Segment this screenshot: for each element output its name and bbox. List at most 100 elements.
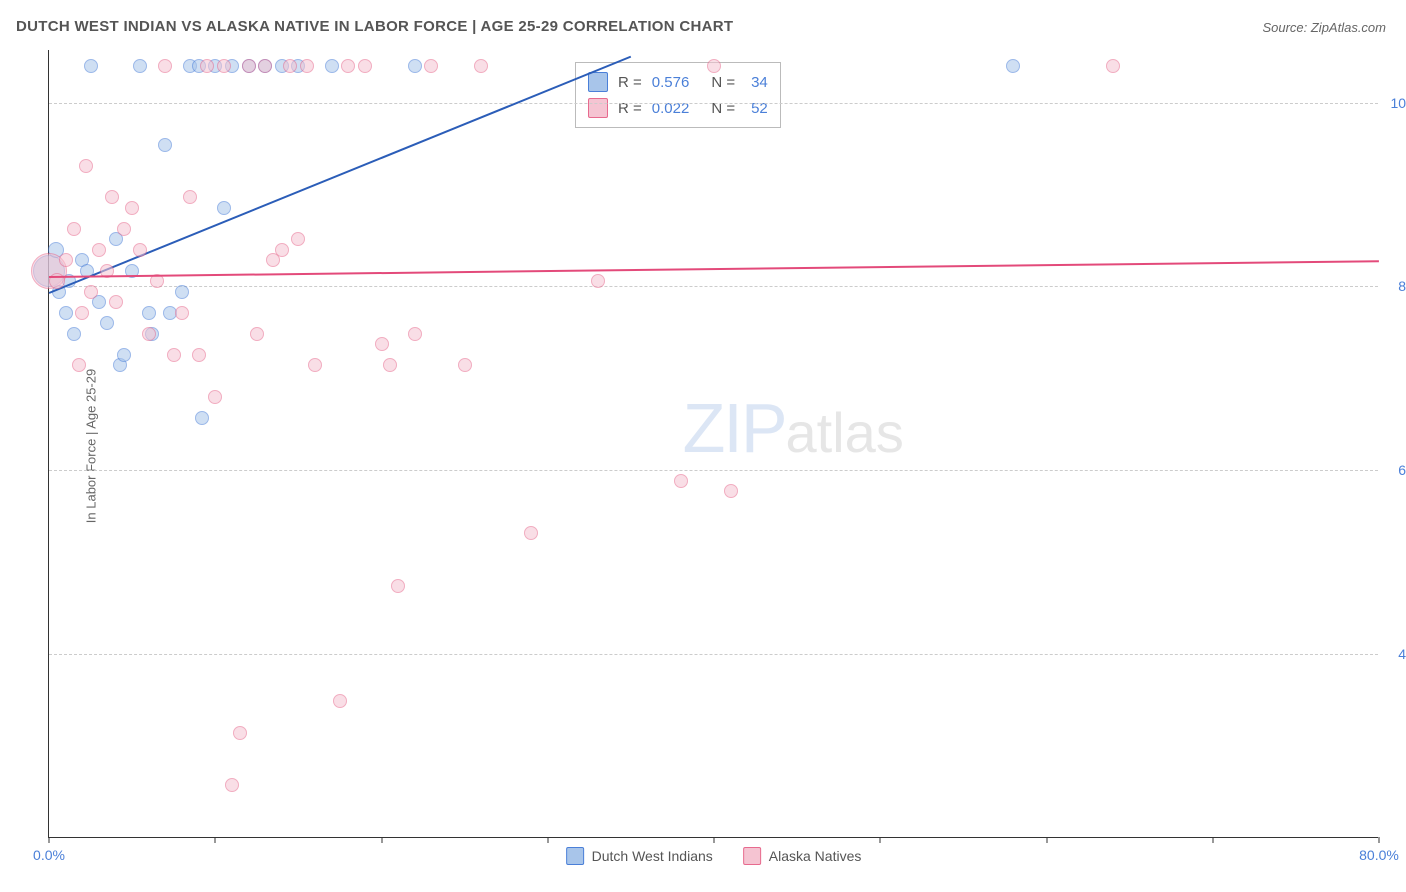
stats-row-an: R = 0.022 N = 52 (588, 95, 768, 121)
data-point (72, 358, 86, 372)
x-tick-mark (547, 837, 548, 843)
data-point (105, 190, 119, 204)
data-point (341, 59, 355, 73)
legend-item-an: Alaska Natives (743, 847, 862, 865)
data-point (591, 274, 605, 288)
data-point (142, 327, 156, 341)
data-point (158, 138, 172, 152)
data-point (200, 59, 214, 73)
data-point (142, 306, 156, 320)
swatch-dwi (588, 72, 608, 92)
data-point (175, 285, 189, 299)
data-point (724, 484, 738, 498)
data-point (100, 316, 114, 330)
y-tick-label: 47.5% (1383, 646, 1406, 662)
data-point (133, 243, 147, 257)
data-point (217, 201, 231, 215)
swatch-an (588, 98, 608, 118)
x-tick-mark (880, 837, 881, 843)
data-point (242, 59, 256, 73)
gridline-h (49, 654, 1378, 655)
data-point (125, 201, 139, 215)
data-point (225, 778, 239, 792)
trend-line (49, 55, 632, 293)
data-point (674, 474, 688, 488)
data-point (192, 348, 206, 362)
data-point (183, 190, 197, 204)
legend-label-dwi: Dutch West Indians (592, 848, 713, 864)
watermark: ZIPatlas (683, 388, 904, 468)
gridline-h (49, 470, 1378, 471)
data-point (524, 526, 538, 540)
y-tick-label: 65.0% (1383, 462, 1406, 478)
data-point (133, 59, 147, 73)
data-point (707, 59, 721, 73)
data-point (75, 306, 89, 320)
data-point (195, 411, 209, 425)
x-tick-mark (381, 837, 382, 843)
data-point (67, 327, 81, 341)
n-value-dwi: 34 (751, 74, 768, 91)
data-point (167, 348, 181, 362)
trend-line (49, 260, 1379, 278)
chart-title: DUTCH WEST INDIAN VS ALASKA NATIVE IN LA… (16, 18, 733, 35)
data-point (79, 159, 93, 173)
data-point (291, 232, 305, 246)
data-point (424, 59, 438, 73)
x-tick-mark (1046, 837, 1047, 843)
source-label: Source: ZipAtlas.com (1262, 20, 1386, 35)
legend-item-dwi: Dutch West Indians (566, 847, 713, 865)
plot-area: ZIPatlas R = 0.576 N = 34 R = 0.022 N = … (48, 50, 1378, 838)
data-point (474, 59, 488, 73)
legend-swatch-dwi (566, 847, 584, 865)
data-point (283, 59, 297, 73)
stats-legend-box: R = 0.576 N = 34 R = 0.022 N = 52 (575, 62, 781, 128)
r-value-dwi: 0.576 (652, 74, 690, 91)
x-tick-mark (49, 837, 50, 843)
data-point (175, 306, 189, 320)
data-point (208, 390, 222, 404)
data-point (250, 327, 264, 341)
data-point (375, 337, 389, 351)
legend-label-an: Alaska Natives (769, 848, 862, 864)
gridline-h (49, 286, 1378, 287)
data-point (1006, 59, 1020, 73)
data-point (84, 59, 98, 73)
data-point (59, 253, 73, 267)
data-point (1106, 59, 1120, 73)
x-tick-mark (714, 837, 715, 843)
data-point (92, 243, 106, 257)
data-point (333, 694, 347, 708)
data-point (408, 327, 422, 341)
data-point (158, 59, 172, 73)
x-tick-mark (1379, 837, 1380, 843)
legend-swatch-an (743, 847, 761, 865)
data-point (233, 726, 247, 740)
bottom-legend: Dutch West Indians Alaska Natives (566, 847, 862, 865)
x-tick-mark (1212, 837, 1213, 843)
x-tick-mark (215, 837, 216, 843)
data-point (325, 59, 339, 73)
correlation-chart: DUTCH WEST INDIAN VS ALASKA NATIVE IN LA… (0, 0, 1406, 892)
y-tick-label: 100.0% (1383, 95, 1406, 111)
data-point (84, 285, 98, 299)
x-tick-label: 80.0% (1359, 847, 1399, 863)
data-point (59, 306, 73, 320)
data-point (308, 358, 322, 372)
data-point (258, 59, 272, 73)
y-tick-label: 82.5% (1383, 278, 1406, 294)
data-point (383, 358, 397, 372)
stats-row-dwi: R = 0.576 N = 34 (588, 69, 768, 95)
data-point (458, 358, 472, 372)
source-name: ZipAtlas.com (1311, 20, 1386, 35)
data-point (391, 579, 405, 593)
x-tick-label: 0.0% (33, 847, 65, 863)
data-point (300, 59, 314, 73)
data-point (275, 243, 289, 257)
data-point (117, 348, 131, 362)
data-point (217, 59, 231, 73)
data-point (408, 59, 422, 73)
data-point (67, 222, 81, 236)
data-point (358, 59, 372, 73)
gridline-h (49, 103, 1378, 104)
